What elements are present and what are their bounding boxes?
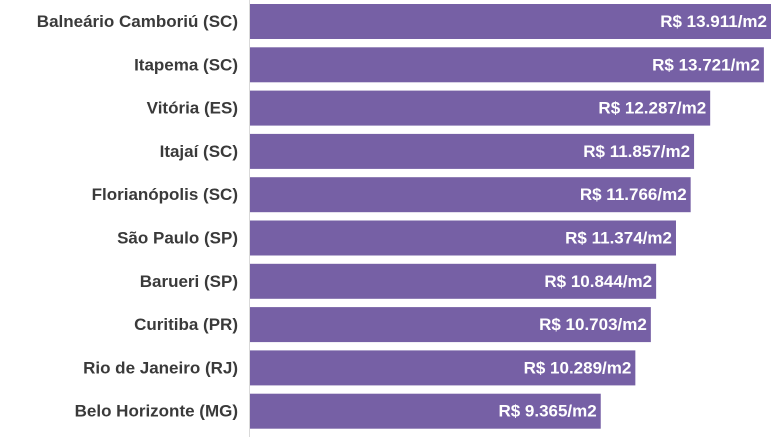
- category-label: São Paulo (SP): [117, 229, 238, 248]
- category-label: Itajaí (SC): [160, 142, 238, 161]
- category-label: Florianópolis (SC): [92, 185, 238, 204]
- bar: [250, 220, 676, 256]
- category-label: Belo Horizonte (MG): [75, 402, 238, 421]
- bar: [250, 90, 711, 126]
- value-label: R$ 13.721/m2: [652, 55, 760, 74]
- bar: [250, 350, 636, 386]
- bars-group: Balneário Camboriú (SC) R$ 13.911/m2 Itape…: [37, 4, 771, 429]
- bar: [250, 133, 695, 169]
- value-label: R$ 10.289/m2: [524, 358, 632, 377]
- bar: [250, 307, 651, 343]
- value-label: R$ 10.703/m2: [539, 315, 647, 334]
- category-label: Itapema (SC): [134, 55, 238, 74]
- bar: [250, 47, 764, 83]
- category-label: Rio de Janeiro (RJ): [83, 358, 238, 377]
- value-label: R$ 11.374/m2: [565, 229, 672, 248]
- value-label: R$ 9.365/m2: [498, 402, 596, 421]
- category-label: Curitiba (PR): [134, 315, 238, 334]
- value-label: R$ 10.844/m2: [544, 272, 652, 291]
- value-label: R$ 13.911/m2: [660, 12, 767, 31]
- bar: [250, 393, 601, 429]
- category-label: Barueri (SP): [140, 272, 238, 291]
- category-label: Balneário Camboriú (SC): [37, 12, 238, 31]
- value-label: R$ 12.287/m2: [598, 99, 706, 118]
- bar: [250, 4, 771, 39]
- value-label: R$ 11.766/m2: [580, 185, 687, 204]
- value-label: R$ 11.857/m2: [583, 142, 690, 161]
- bar: [250, 177, 691, 213]
- category-label: Vitória (ES): [147, 99, 238, 118]
- bar: [250, 263, 657, 299]
